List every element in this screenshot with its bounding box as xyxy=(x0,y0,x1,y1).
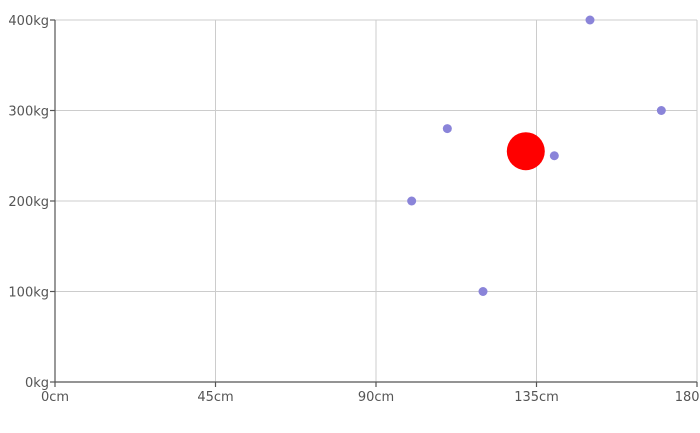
data-point xyxy=(549,151,559,161)
data-point xyxy=(656,106,666,115)
highlight-point xyxy=(506,132,545,171)
data-points xyxy=(407,15,666,296)
x-tick-label: 45cm xyxy=(197,390,233,405)
y-tick-label: 100kg xyxy=(8,286,49,301)
y-tick-label: 400kg xyxy=(8,14,49,29)
data-point xyxy=(585,15,595,25)
grid xyxy=(55,19,698,382)
y-tick-label: 200kg xyxy=(8,195,49,210)
x-tick-label: 90cm xyxy=(358,390,394,405)
y-axis-ticks: 0kg 100kg 200kg 300kg 400kg xyxy=(8,14,55,391)
x-tick-label: 135cm xyxy=(514,390,559,405)
x-tick-label: 0cm xyxy=(41,390,69,405)
x-axis-ticks: 0cm 45cm 90cm 135cm 180cm xyxy=(41,382,700,405)
x-tick-label: 180cm xyxy=(675,390,700,405)
data-point xyxy=(442,124,452,134)
data-point xyxy=(478,287,488,296)
y-tick-label: 300kg xyxy=(8,105,49,120)
data-point xyxy=(407,196,417,206)
y-tick-label: 0kg xyxy=(25,376,49,391)
